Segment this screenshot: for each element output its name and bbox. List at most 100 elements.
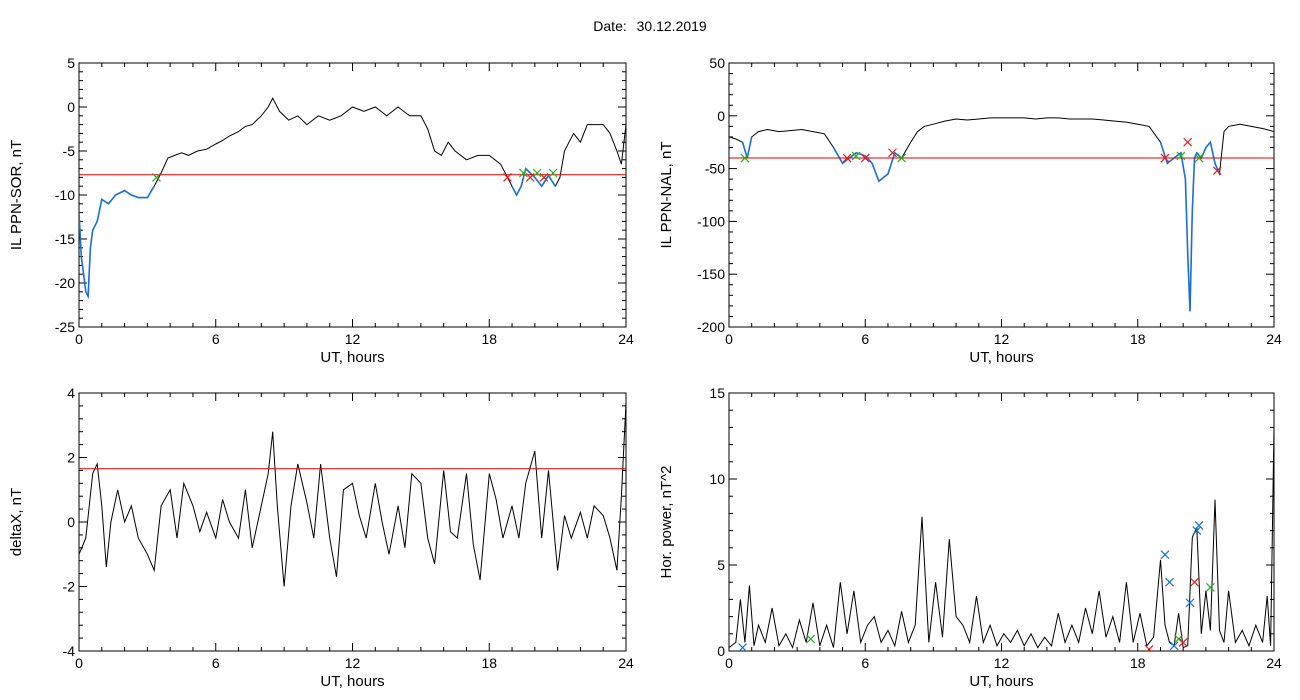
event-marker: [1190, 577, 1199, 587]
x-tick-label: 18: [481, 655, 497, 671]
event-marker: [738, 643, 748, 651]
plot-area: [729, 427, 1274, 651]
y-tick-label: -4: [63, 643, 76, 659]
x-tick-label: 24: [618, 655, 634, 671]
chart-panel-power: 0 6 12 18 24 0 5 10 15 UT, hours Hor. power, nT^2: [658, 385, 1282, 690]
x-tick-label: 0: [725, 331, 733, 347]
y-tick-label: 5: [67, 55, 75, 71]
plot-area: [79, 402, 626, 587]
y-tick-label: -5: [63, 143, 76, 159]
x-tick-label: 6: [861, 331, 869, 347]
series-line: [79, 97, 626, 299]
x-tick-label: 12: [345, 655, 361, 671]
event-marker: [539, 172, 549, 182]
y-tick-label: 10: [709, 471, 725, 487]
date-value: 30.12.2019: [636, 18, 707, 34]
x-tick-label: 18: [1130, 655, 1146, 671]
event-series-line: [511, 167, 556, 197]
event-marker: [1185, 598, 1195, 608]
y-tick-label: 4: [67, 385, 75, 401]
x-axis-label: UT, hours: [320, 349, 384, 366]
chart-panel-sor: 0 6 12 18 24 -25 -20 -15 -10 -5 0 5 UT, hours IL PPN-…: [8, 55, 634, 366]
x-tick-label: 12: [994, 331, 1010, 347]
x-tick-label: 24: [1266, 655, 1282, 671]
x-tick-label: 24: [1266, 331, 1282, 347]
plot-area: [729, 117, 1274, 312]
x-tick-label: 6: [861, 655, 869, 671]
x-axis-label: UT, hours: [320, 673, 384, 690]
y-tick-label: 0: [67, 514, 75, 530]
event-series-line: [741, 136, 753, 159]
event-marker: [851, 151, 861, 161]
event-marker: [860, 153, 870, 163]
y-tick-label: 0: [717, 643, 725, 659]
y-tick-label: -15: [55, 231, 75, 247]
x-tick-label: 0: [75, 655, 83, 671]
series-line: [79, 402, 626, 587]
x-tick-label: 12: [994, 655, 1010, 671]
y-tick-label: 0: [717, 108, 725, 124]
event-marker: [842, 153, 852, 163]
event-marker: [503, 172, 512, 182]
event-marker: [519, 168, 528, 178]
x-axis-label: UT, hours: [969, 673, 1033, 690]
event-marker: [1212, 166, 1222, 176]
date-label: Date:: [593, 18, 627, 34]
x-tick-label: 12: [345, 331, 361, 347]
event-marker: [1176, 151, 1186, 161]
event-marker: [1174, 634, 1184, 644]
y-tick-label: -10: [55, 187, 75, 203]
x-tick-label: 6: [212, 331, 220, 347]
chart-panel-nal: 0 6 12 18 24 -200 -150 -100 -50 0 50 UT, hours IL PP…: [658, 55, 1282, 366]
plot-frame: [78, 392, 627, 652]
event-marker: [1205, 582, 1215, 592]
y-tick-label: 2: [67, 450, 75, 466]
event-series-line: [832, 147, 903, 183]
event-marker: [888, 148, 897, 158]
event-marker: [1160, 550, 1170, 560]
event-marker: [1169, 641, 1179, 651]
plot-frame: [728, 392, 1275, 652]
plot-frame: [78, 62, 627, 328]
y-tick-label: -150: [697, 266, 725, 282]
x-axis-label: UT, hours: [969, 349, 1033, 366]
event-marker: [1183, 137, 1193, 147]
x-tick-label: 18: [1130, 331, 1146, 347]
y-tick-label: -100: [697, 213, 725, 229]
event-marker: [1194, 153, 1204, 163]
y-tick-label: 0: [67, 99, 75, 115]
event-marker: [152, 172, 161, 182]
series-line: [729, 427, 1274, 650]
y-tick-label: -20: [55, 275, 75, 291]
x-tick-label: 0: [75, 331, 83, 347]
event-series-line: [1159, 140, 1221, 312]
event-marker: [1178, 637, 1188, 647]
event-marker: [1160, 153, 1170, 163]
event-marker: [1144, 644, 1154, 651]
y-axis-label: deltaX, nT: [8, 488, 25, 556]
event-marker: [897, 153, 907, 163]
y-tick-label: -2: [63, 579, 76, 595]
y-axis-label: IL PPN-SOR, nT: [8, 140, 25, 250]
event-marker: [548, 168, 558, 178]
y-axis-label: IL PPN-NAL, nT: [658, 142, 675, 249]
y-tick-label: -25: [55, 319, 75, 335]
x-tick-label: 0: [725, 655, 733, 671]
event-marker: [740, 153, 750, 163]
y-tick-label: 15: [709, 385, 725, 401]
plot-area: [79, 97, 626, 300]
event-marker: [1194, 521, 1204, 530]
x-tick-label: 18: [481, 331, 497, 347]
y-axis-label: Hor. power, nT^2: [658, 466, 675, 579]
event-marker: [806, 634, 816, 644]
event-series-line: [79, 185, 155, 300]
event-marker: [1192, 526, 1202, 536]
y-tick-label: -50: [705, 161, 725, 177]
x-tick-label: 6: [212, 655, 220, 671]
y-tick-label: 50: [709, 55, 725, 71]
y-tick-label: 5: [717, 557, 725, 573]
x-tick-label: 24: [618, 331, 634, 347]
page-title: Date: 30.12.2019: [0, 18, 1300, 34]
